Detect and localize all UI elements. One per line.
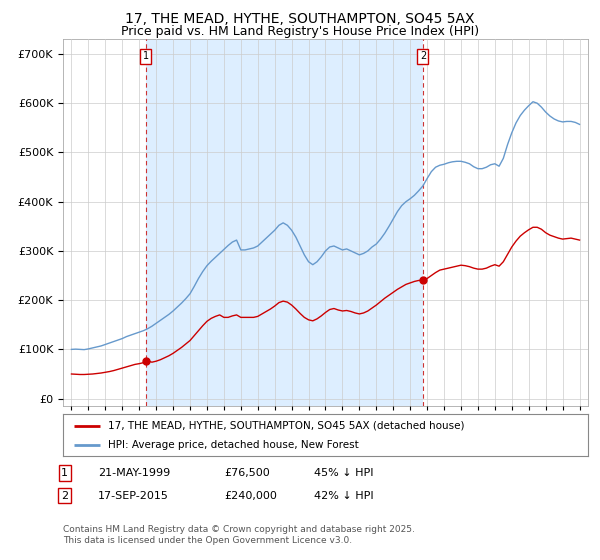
Text: 17, THE MEAD, HYTHE, SOUTHAMPTON, SO45 5AX: 17, THE MEAD, HYTHE, SOUTHAMPTON, SO45 5… <box>125 12 475 26</box>
Text: 17-SEP-2015: 17-SEP-2015 <box>98 491 169 501</box>
Text: 21-MAY-1999: 21-MAY-1999 <box>98 468 170 478</box>
Text: £76,500: £76,500 <box>224 468 269 478</box>
Text: £240,000: £240,000 <box>224 491 277 501</box>
Text: Contains HM Land Registry data © Crown copyright and database right 2025.
This d: Contains HM Land Registry data © Crown c… <box>63 525 415 545</box>
Text: 1: 1 <box>61 468 68 478</box>
Text: 17, THE MEAD, HYTHE, SOUTHAMPTON, SO45 5AX (detached house): 17, THE MEAD, HYTHE, SOUTHAMPTON, SO45 5… <box>107 421 464 431</box>
Text: HPI: Average price, detached house, New Forest: HPI: Average price, detached house, New … <box>107 440 358 450</box>
Text: 42% ↓ HPI: 42% ↓ HPI <box>314 491 373 501</box>
Text: Price paid vs. HM Land Registry's House Price Index (HPI): Price paid vs. HM Land Registry's House … <box>121 25 479 38</box>
Text: 2: 2 <box>61 491 68 501</box>
Text: 45% ↓ HPI: 45% ↓ HPI <box>314 468 373 478</box>
Bar <box>146 39 423 406</box>
Text: 2: 2 <box>420 52 426 62</box>
Text: 1: 1 <box>143 52 149 62</box>
